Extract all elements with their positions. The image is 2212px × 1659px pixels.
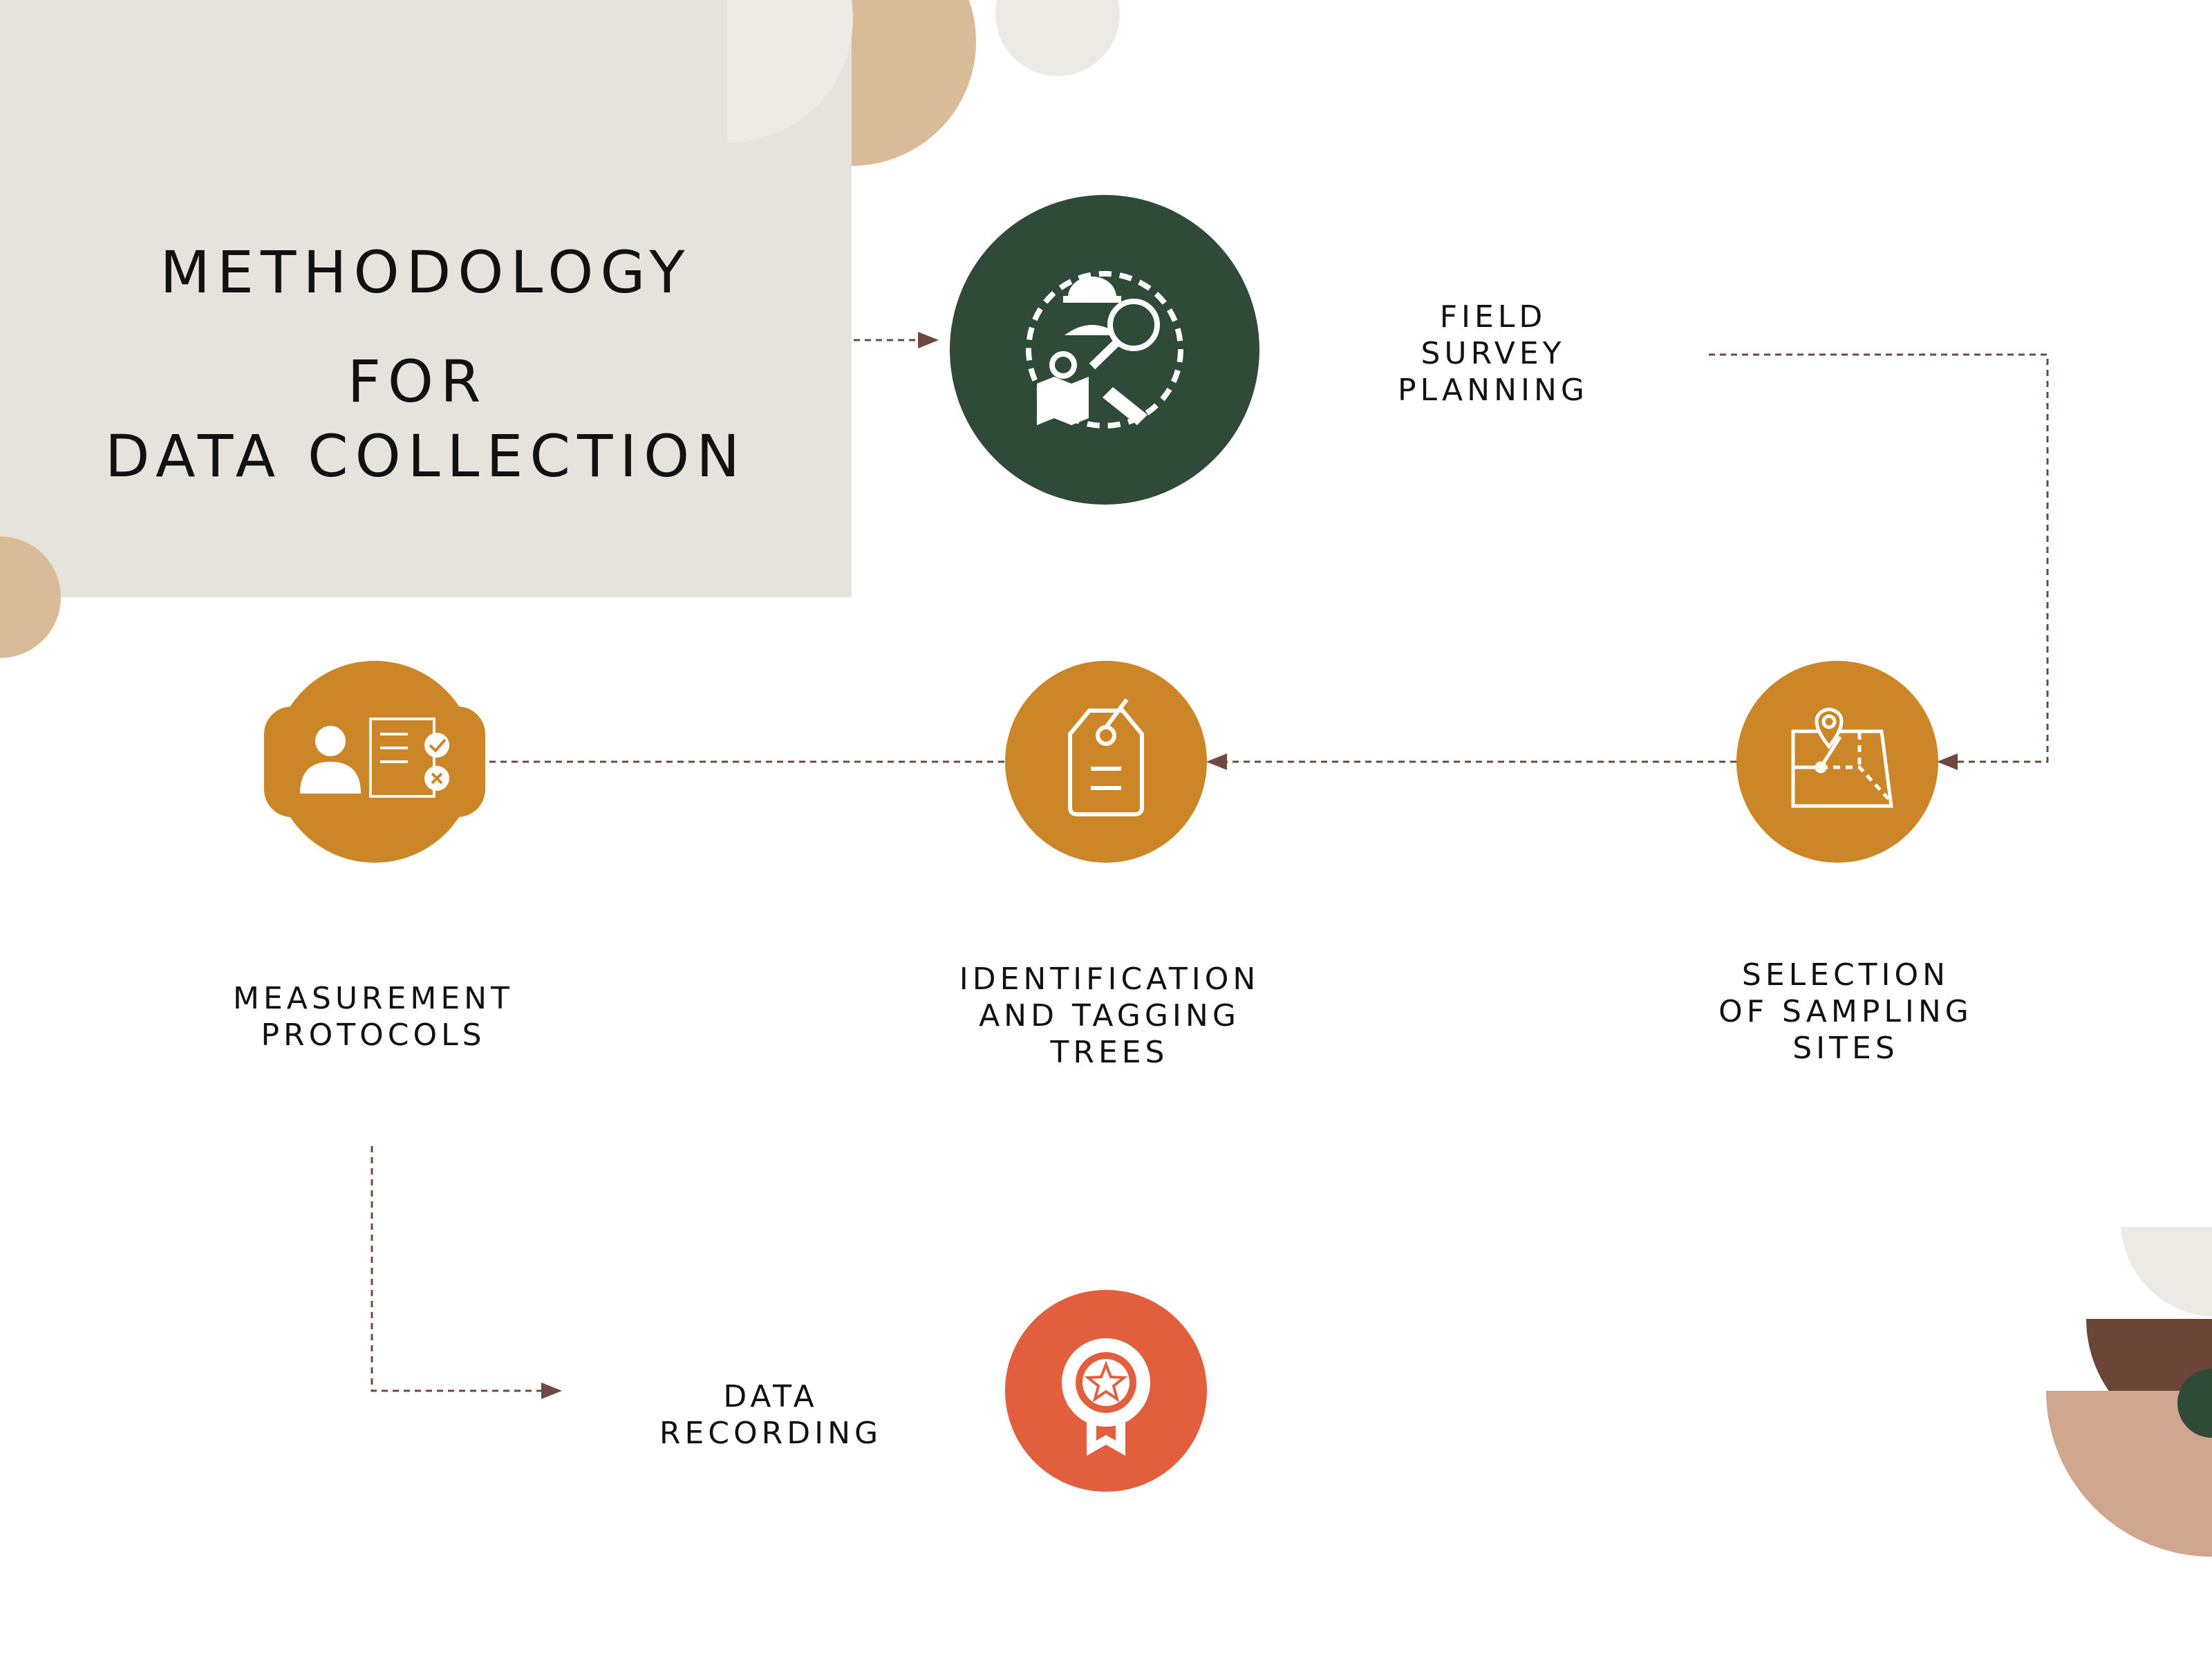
label-line: RECORDING [659,1416,883,1451]
label-line: OF SAMPLING [1718,994,1973,1029]
field-survey-icon [1026,271,1183,429]
label-line: PROTOCOLS [261,1018,486,1053]
map-pin-icon [1791,707,1893,808]
checklist-person-icon [300,718,449,798]
step-label-identification-and-tagging-trees: IDENTIFICATION AND TAGGING TREES [899,961,1320,1071]
step-label-field-survey-planning: FIELD SURVEY PLANNING [1334,299,1652,409]
award-badge-icon [1062,1338,1150,1456]
label-line: AND TAGGING [979,998,1240,1033]
step-label-selection-of-sampling-sites: SELECTION OF SAMPLING SITES [1659,957,2032,1067]
step-label-data-recording: DATA RECORDING [608,1378,933,1452]
step-node-identification-and-tagging-trees[interactable] [1005,661,1207,863]
label-line: SITES [1792,1031,1899,1066]
decor-circle-green [2177,1369,2212,1438]
title-panel-bg [0,0,852,597]
decor-circle-tan-left [0,536,61,658]
step-node-measurement-protocols[interactable] [264,661,485,863]
title-line-1: METHODOLOGY [160,238,692,306]
label-line: TREES [1050,1035,1169,1070]
decor-quarter-circle-panel [727,0,853,143]
label-line: IDENTIFICATION [959,962,1260,997]
title-line-3: DATA COLLECTION [104,422,747,490]
title-line-2: FOR [347,348,488,415]
label-line: SELECTION [1741,957,1950,993]
decor-half-circle-pink [2046,1391,2212,1557]
step-node-field-survey-planning[interactable] [950,195,1259,505]
step-node-data-recording[interactable] [1005,1290,1207,1492]
decor-circle-light-top [995,0,1120,76]
label-line: FIELD [1439,299,1547,335]
connector-measurement-to-data-recording [371,1146,562,1399]
tag-icon [1068,698,1144,816]
label-line: SURVEY [1421,336,1566,371]
connector-field-survey-to-selection [1709,353,2049,770]
connectors [371,332,2049,1399]
step-label-measurement-protocols: MEASUREMENT PROTOCOLS [180,980,567,1053]
label-line: DATA [723,1379,818,1414]
decor-half-circle-light [2121,1227,2212,1317]
step-node-selection-of-sampling-sites[interactable] [1736,661,1938,863]
title-panel: METHODOLOGY FOR DATA COLLECTION [0,0,852,597]
label-line: PLANNING [1398,373,1588,408]
label-line: MEASUREMENT [233,981,514,1016]
